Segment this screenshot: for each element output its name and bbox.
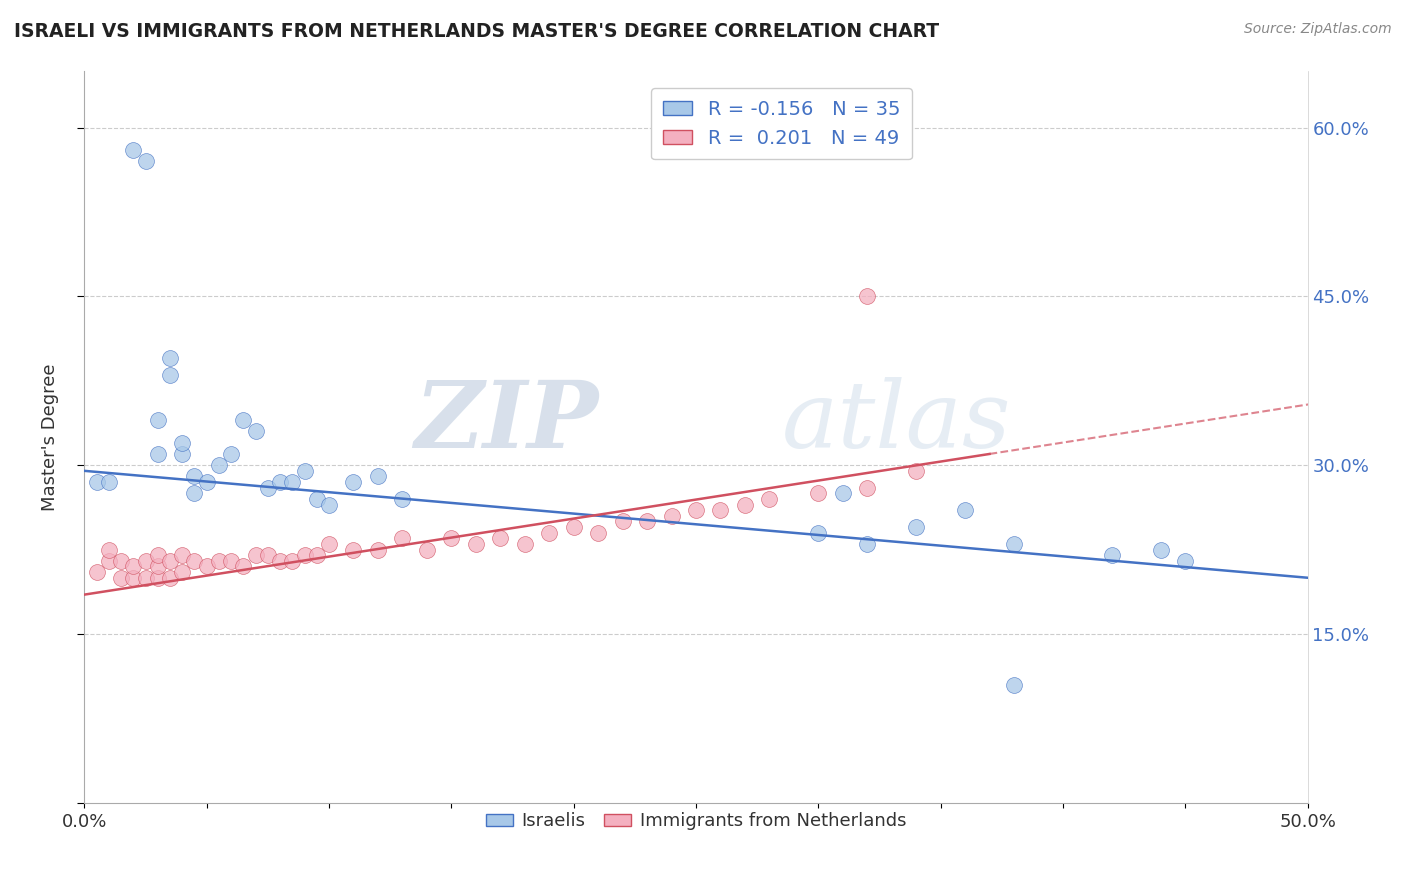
Point [257, 548, 280, 562]
Point [612, 515, 634, 529]
Point [86, 475, 108, 489]
Text: atlas: atlas [782, 377, 1011, 467]
Point [636, 515, 658, 529]
Point [1150, 542, 1173, 557]
Point [146, 413, 169, 427]
Point [464, 537, 486, 551]
Point [758, 491, 780, 506]
Point [172, 565, 194, 579]
Point [709, 503, 731, 517]
Point [122, 571, 145, 585]
Point [305, 491, 328, 506]
Point [905, 464, 928, 478]
Point [146, 559, 169, 574]
Point [97, 554, 120, 568]
Point [440, 532, 463, 546]
Point [183, 469, 205, 483]
Point [856, 537, 879, 551]
Point [367, 542, 389, 557]
Text: Source: ZipAtlas.com: Source: ZipAtlas.com [1244, 22, 1392, 37]
Legend: Israelis, Immigrants from Netherlands: Israelis, Immigrants from Netherlands [478, 805, 914, 838]
Point [146, 571, 169, 585]
Point [172, 435, 194, 450]
Point [318, 498, 340, 512]
Point [269, 554, 291, 568]
Point [135, 154, 157, 169]
Point [953, 503, 976, 517]
Point [562, 520, 585, 534]
Point [110, 571, 132, 585]
Point [219, 447, 242, 461]
Point [86, 565, 108, 579]
Point [367, 469, 389, 483]
Point [97, 475, 120, 489]
Point [391, 491, 413, 506]
Point [538, 525, 561, 540]
Point [489, 532, 512, 546]
Point [195, 475, 218, 489]
Point [159, 571, 181, 585]
Point [294, 464, 316, 478]
Point [97, 542, 120, 557]
Point [342, 542, 364, 557]
Point [208, 458, 231, 473]
Point [342, 475, 364, 489]
Point [294, 548, 316, 562]
Point [1101, 548, 1123, 562]
Point [1174, 554, 1197, 568]
Point [305, 548, 328, 562]
Point [135, 571, 157, 585]
Point [172, 548, 194, 562]
Point [219, 554, 242, 568]
Point [146, 548, 169, 562]
Point [245, 425, 267, 439]
Point [391, 532, 413, 546]
Point [183, 554, 205, 568]
Point [183, 486, 205, 500]
Point [281, 554, 304, 568]
Point [831, 486, 853, 500]
Point [318, 537, 340, 551]
Point [122, 559, 145, 574]
Point [807, 486, 830, 500]
Point [232, 559, 254, 574]
Point [1002, 537, 1025, 551]
Point [807, 525, 830, 540]
Point [146, 447, 169, 461]
Point [245, 548, 267, 562]
Point [661, 508, 683, 523]
Point [208, 554, 231, 568]
Point [159, 554, 181, 568]
Point [513, 537, 536, 551]
Point [159, 351, 181, 366]
Point [159, 368, 181, 383]
Point [135, 554, 157, 568]
Point [232, 413, 254, 427]
Point [257, 481, 280, 495]
Point [172, 447, 194, 461]
Point [281, 475, 304, 489]
Point [110, 554, 132, 568]
Y-axis label: Master's Degree: Master's Degree [41, 363, 59, 511]
Point [416, 542, 439, 557]
Point [122, 143, 145, 157]
Point [734, 498, 756, 512]
Text: ISRAELI VS IMMIGRANTS FROM NETHERLANDS MASTER'S DEGREE CORRELATION CHART: ISRAELI VS IMMIGRANTS FROM NETHERLANDS M… [14, 22, 939, 41]
Point [856, 289, 879, 303]
Point [856, 481, 879, 495]
Point [1002, 678, 1025, 692]
Point [195, 559, 218, 574]
Point [269, 475, 291, 489]
Point [685, 503, 707, 517]
Point [586, 525, 609, 540]
Point [905, 520, 928, 534]
Text: ZIP: ZIP [413, 377, 598, 467]
